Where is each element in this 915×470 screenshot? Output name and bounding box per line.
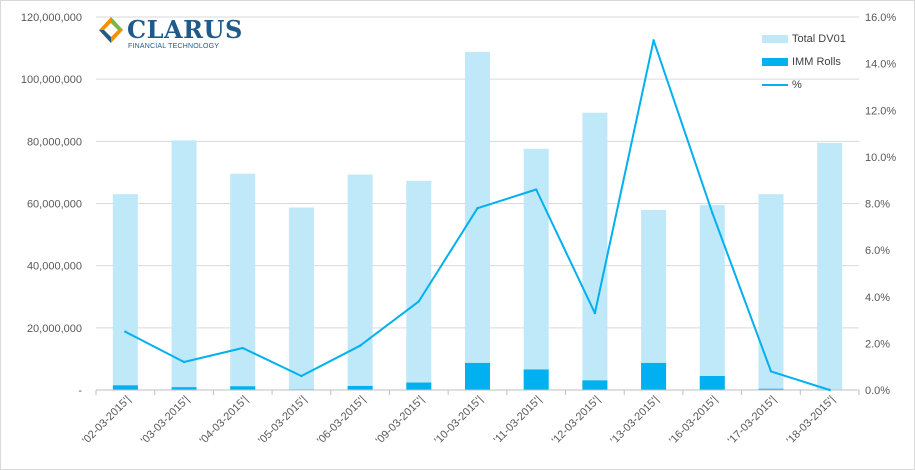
legend-label-percent: % [792, 78, 802, 91]
line-point-percent [593, 311, 597, 315]
clarus-logo-mark-icon [99, 17, 123, 43]
x-tick-label: '13-03-2015'| [608, 394, 661, 447]
bar-total-dv01 [171, 140, 197, 390]
y-right-tick-label: 0.0% [865, 385, 890, 397]
logo-tagline: FINANCIAL TECHNOLOGY [128, 43, 220, 50]
y-right-tick-label: 2.0% [865, 338, 890, 350]
legend: Total DV01 IMM Rolls % [762, 27, 846, 96]
bar-imm-rolls [465, 362, 490, 390]
bar-imm-rolls [112, 385, 138, 390]
legend-item-percent: % [762, 73, 846, 96]
bar-total-dv01 [523, 148, 549, 390]
bar-total-dv01 [347, 174, 373, 390]
bar-total-dv01 [699, 205, 725, 390]
bar-imm-rolls [758, 388, 784, 390]
legend-item-total-dv01: Total DV01 [762, 27, 846, 50]
x-tick-label: '04-03-2015'| [198, 394, 251, 447]
y-right-tick-label: 6.0% [865, 245, 890, 257]
y-right-tick-label: 16.0% [865, 12, 896, 24]
y-right-tick-label: 10.0% [865, 152, 896, 164]
y-left-tick-label: 120,000,000 [21, 12, 82, 24]
bar-imm-rolls [699, 376, 725, 390]
y-left-tick-label: 40,000,000 [27, 261, 82, 273]
line-point-percent [769, 370, 773, 373]
line-point-percent [182, 360, 186, 364]
y-left-tick-label: 100,000,000 [21, 74, 82, 86]
y-left-tick-label: - [78, 385, 82, 397]
x-tick-label: '02-03-2015'| [80, 394, 133, 447]
line-point-percent [476, 206, 479, 210]
x-tick-label: '09-03-2015'| [374, 394, 427, 447]
x-tick-label: '06-03-2015'| [315, 394, 368, 447]
y-right-tick-label: 8.0% [865, 199, 890, 211]
bar-total-dv01 [641, 210, 667, 390]
bar-imm-rolls [582, 380, 608, 390]
y-left-tick-label: 80,000,000 [27, 136, 82, 148]
line-point-percent [652, 39, 655, 42]
bar-imm-rolls [523, 369, 549, 390]
line-point-percent [417, 300, 421, 303]
legend-swatch-imm-rolls [762, 57, 788, 66]
y-left-tick-label: 20,000,000 [27, 323, 82, 335]
bar-imm-rolls [347, 385, 373, 390]
x-tick-label: '05-03-2015'| [256, 394, 309, 447]
x-tick-label: '17-03-2015'| [726, 394, 779, 447]
x-tick-label: '16-03-2015'| [667, 394, 720, 447]
bar-total-dv01 [406, 180, 432, 390]
line-point-percent [241, 346, 244, 350]
bar-imm-rolls [230, 386, 256, 390]
y-right-tick-label: 12.0% [865, 105, 896, 117]
y-right-tick-label: 4.0% [865, 292, 890, 304]
bar-total-dv01 [817, 142, 843, 390]
x-tick-label: '10-03-2015'| [432, 394, 485, 447]
line-point-percent [828, 388, 831, 392]
legend-line-percent [762, 83, 788, 86]
bar-total-dv01 [112, 194, 138, 390]
bar-total-dv01 [230, 173, 256, 390]
bar-imm-rolls [641, 362, 667, 390]
bar-imm-rolls [171, 387, 197, 390]
clarus-logo: CLARUS FINANCIAL TECHNOLOGY [97, 15, 242, 55]
x-tick-label: '18-03-2015'| [785, 394, 838, 447]
logo-wordmark: CLARUS [127, 15, 243, 44]
bar-total-dv01 [758, 194, 784, 390]
legend-swatch-total-dv01 [762, 34, 788, 43]
line-point-percent [711, 211, 714, 215]
line-point-percent [358, 344, 362, 347]
x-tick-label: '03-03-2015'| [139, 394, 192, 447]
legend-label-total-dv01: Total DV01 [792, 32, 846, 45]
line-point-percent [534, 188, 538, 191]
legend-label-imm-rolls: IMM Rolls [792, 55, 841, 68]
line-point-percent [300, 374, 303, 378]
legend-item-imm-rolls: IMM Rolls [762, 50, 846, 73]
x-tick-label: '11-03-2015'| [492, 394, 545, 447]
x-tick-label: '12-03-2015'| [550, 394, 603, 447]
y-right-tick-label: 14.0% [865, 59, 896, 71]
y-left-tick-label: 60,000,000 [27, 199, 82, 211]
line-point-percent [124, 330, 127, 333]
bar-imm-rolls [406, 382, 432, 390]
bar-total-dv01 [582, 112, 608, 390]
bar-total-dv01 [288, 207, 314, 390]
